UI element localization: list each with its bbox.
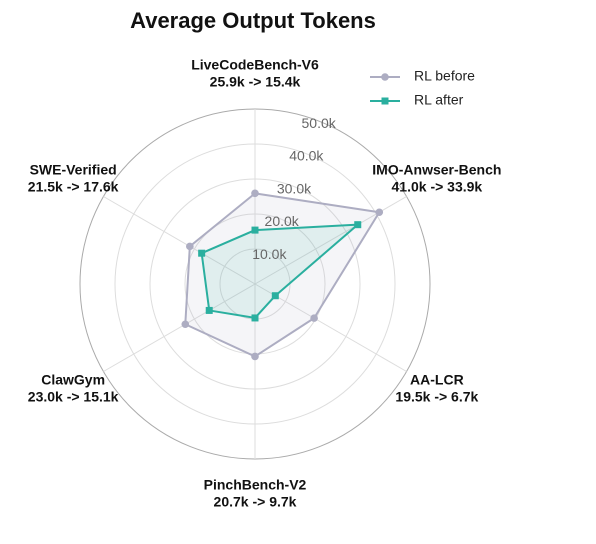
point (271, 292, 279, 300)
y-tick-label: 10.0k (252, 246, 287, 262)
y-tick-label: 30.0k (277, 180, 312, 196)
chart-title: Average Output Tokens (130, 8, 376, 33)
legend-marker (381, 97, 389, 105)
point (375, 208, 384, 217)
legend-label: RL before (414, 68, 475, 84)
point (181, 320, 190, 329)
category-note: 23.0k -> 15.1k (28, 389, 119, 405)
category-label: AA-LCR (410, 372, 464, 388)
point (251, 226, 259, 234)
y-tick-label: 20.0k (265, 213, 300, 229)
point (198, 249, 206, 257)
spoke (103, 283, 256, 372)
category-label: IMO-Anwser-Bench (372, 162, 501, 178)
category-note: 21.5k -> 17.6k (28, 179, 119, 195)
category-note: 41.0k -> 33.9k (392, 179, 483, 195)
category-label: SWE-Verified (30, 162, 117, 178)
point (205, 306, 213, 314)
point (251, 314, 259, 322)
point (251, 352, 259, 361)
point (186, 242, 194, 251)
category-label: ClawGym (41, 372, 105, 388)
y-tick-label: 40.0k (289, 148, 324, 164)
y-tick-label: 50.0k (302, 115, 337, 131)
legend-label: RL after (414, 92, 464, 108)
legend-marker (381, 73, 389, 81)
category-label: PinchBench-V2 (204, 477, 307, 493)
point (354, 221, 362, 229)
category-note: 25.9k -> 15.4k (210, 74, 301, 90)
point (310, 314, 318, 322)
category-label: LiveCodeBench-V6 (191, 57, 319, 73)
spoke (254, 283, 407, 372)
point (251, 189, 259, 198)
category-note: 19.5k -> 6.7k (395, 389, 478, 405)
spoke (103, 196, 256, 285)
category-note: 20.7k -> 9.7k (214, 494, 297, 510)
